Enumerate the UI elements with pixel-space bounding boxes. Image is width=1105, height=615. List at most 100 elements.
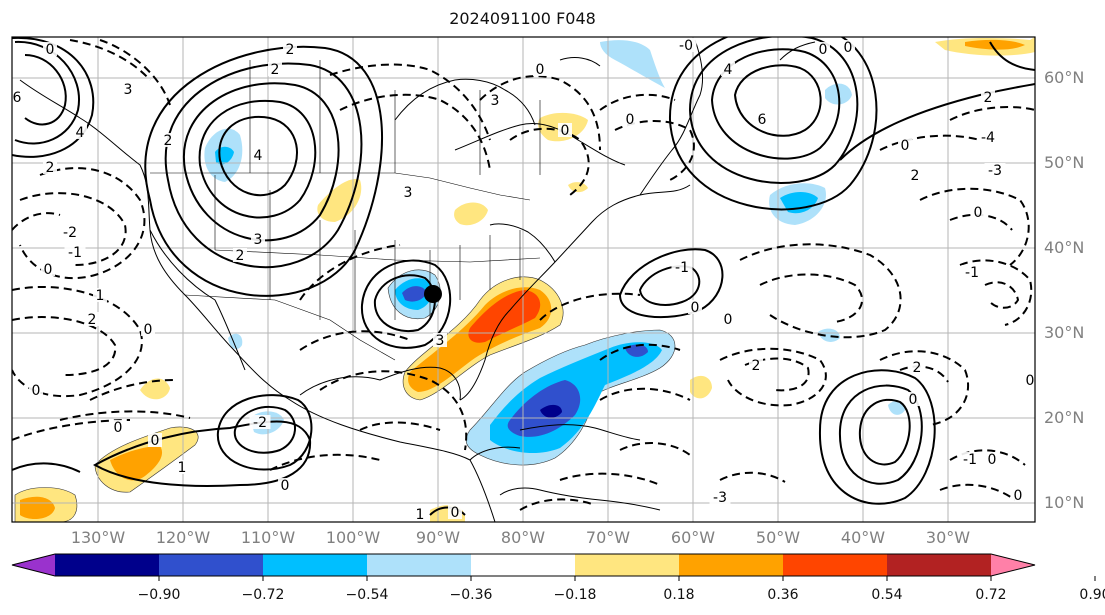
lon-label-90w: 90°W (415, 528, 461, 547)
contour-label: 2 (749, 358, 763, 374)
colorbar-segment (55, 554, 160, 576)
colorbar-segment (679, 554, 784, 576)
contour-label: 0 (43, 42, 57, 58)
lon-label-40w: 40°W (840, 528, 886, 547)
contour-label: 3 (401, 185, 415, 201)
negative-anomaly-fills (204, 40, 905, 466)
lon-label-100w: 100°W (325, 528, 381, 547)
contour-label: 0 (533, 62, 547, 78)
svg-text:0: 0 (151, 433, 160, 449)
svg-text:2: 2 (911, 168, 920, 184)
lat-label-10n: 10°N (1044, 493, 1085, 512)
svg-text:-0: -0 (679, 38, 693, 54)
svg-text:1: 1 (96, 288, 105, 304)
colorbar-segment (263, 554, 368, 576)
contour-label: 1 (413, 507, 427, 523)
svg-text:2: 2 (88, 312, 97, 328)
contour-label: -2 (59, 225, 81, 241)
lon-label-30w: 30°W (925, 528, 971, 547)
svg-text:6: 6 (13, 90, 22, 106)
map-title: 2024091100 F048 (449, 9, 596, 28)
svg-text:0: 0 (46, 42, 55, 58)
contour-label: 0 (141, 322, 155, 338)
svg-text:0: 0 (988, 452, 997, 468)
contour-label: 2 (908, 168, 922, 184)
colorbar (11, 553, 1096, 581)
contour-label: 0 (898, 138, 912, 154)
contour-label: -1 (671, 260, 693, 276)
contour-label: 6 (12, 90, 24, 106)
colorbar-tick-label: −0.90 (137, 587, 181, 603)
svg-text:0: 0 (901, 138, 910, 154)
lon-label-110w: 110°W (240, 528, 296, 547)
svg-text:-4: -4 (981, 130, 995, 146)
svg-text:0: 0 (819, 42, 828, 58)
contour-label: -4 (977, 130, 999, 146)
colorbar-segment (159, 554, 264, 576)
svg-text:-3: -3 (713, 490, 727, 506)
svg-text:-1: -1 (963, 452, 977, 468)
contour-label: 2 (981, 90, 995, 106)
svg-text:-1: -1 (675, 260, 689, 276)
contour-label: 2 (910, 360, 924, 376)
colorbar-extend-high (991, 554, 1035, 576)
svg-text:3: 3 (124, 82, 133, 98)
lon-label-120w: 120°W (155, 528, 211, 547)
contour-label: 0 (906, 392, 920, 408)
svg-text:2: 2 (752, 358, 761, 374)
contour-label: 0 (816, 42, 830, 58)
svg-text:0: 0 (844, 40, 853, 56)
svg-text:3: 3 (254, 232, 263, 248)
svg-text:0: 0 (144, 322, 153, 338)
svg-text:3: 3 (436, 333, 445, 349)
contour-label: 0 (1011, 488, 1025, 504)
contour-label: 0 (623, 112, 637, 128)
svg-text:1: 1 (416, 507, 425, 523)
contour-label: 0 (148, 433, 162, 449)
contour-label: 6 (755, 112, 769, 128)
contour-label: 3 (251, 232, 265, 248)
lat-label-30n: 30°N (1044, 323, 1085, 342)
colorbar-segment (783, 554, 888, 576)
lon-label-130w: 130°W (70, 528, 126, 547)
svg-text:0: 0 (561, 123, 570, 139)
svg-text:0: 0 (44, 262, 53, 278)
storm-center-marker (424, 285, 442, 303)
contour-label: -3 (709, 490, 731, 506)
dashed-contours (12, 39, 1035, 511)
svg-text:0: 0 (1026, 373, 1035, 389)
colorbar-tick-label: −0.72 (241, 587, 285, 603)
svg-text:0: 0 (974, 205, 983, 221)
contour-label: 2 (85, 312, 99, 328)
svg-text:4: 4 (724, 62, 733, 78)
contour-label: 0 (29, 383, 43, 399)
contour-label: 0 (721, 312, 735, 328)
colorbar-tick-label: 0.18 (663, 587, 695, 603)
political-borders (150, 60, 541, 361)
colorbar-segment (887, 554, 992, 576)
colorbar-tick-label: −0.54 (345, 587, 389, 603)
lon-label-50w: 50°W (755, 528, 801, 547)
svg-text:2: 2 (286, 42, 295, 58)
svg-text:3: 3 (404, 185, 413, 201)
svg-text:-2: -2 (253, 415, 267, 431)
colorbar-segment (471, 554, 576, 576)
svg-text:3: 3 (491, 93, 500, 109)
svg-text:2: 2 (46, 160, 55, 176)
svg-text:0: 0 (281, 478, 290, 494)
contour-label: 0 (985, 452, 999, 468)
svg-text:4: 4 (254, 148, 263, 164)
contour-label: 4 (251, 148, 265, 164)
contour-label: 0 (558, 123, 572, 139)
contour-label: 0 (278, 478, 292, 494)
contour-label: 2 (43, 160, 57, 176)
colorbar-extend-low (12, 554, 55, 576)
svg-text:0: 0 (909, 392, 918, 408)
lon-label-80w: 80°W (500, 528, 546, 547)
lat-label-60n: 60°N (1044, 68, 1085, 87)
colorbar-tick-label: 0.54 (871, 587, 903, 603)
svg-text:0: 0 (691, 300, 700, 316)
contour-label: -0 (675, 38, 697, 54)
svg-text:0: 0 (1014, 488, 1023, 504)
